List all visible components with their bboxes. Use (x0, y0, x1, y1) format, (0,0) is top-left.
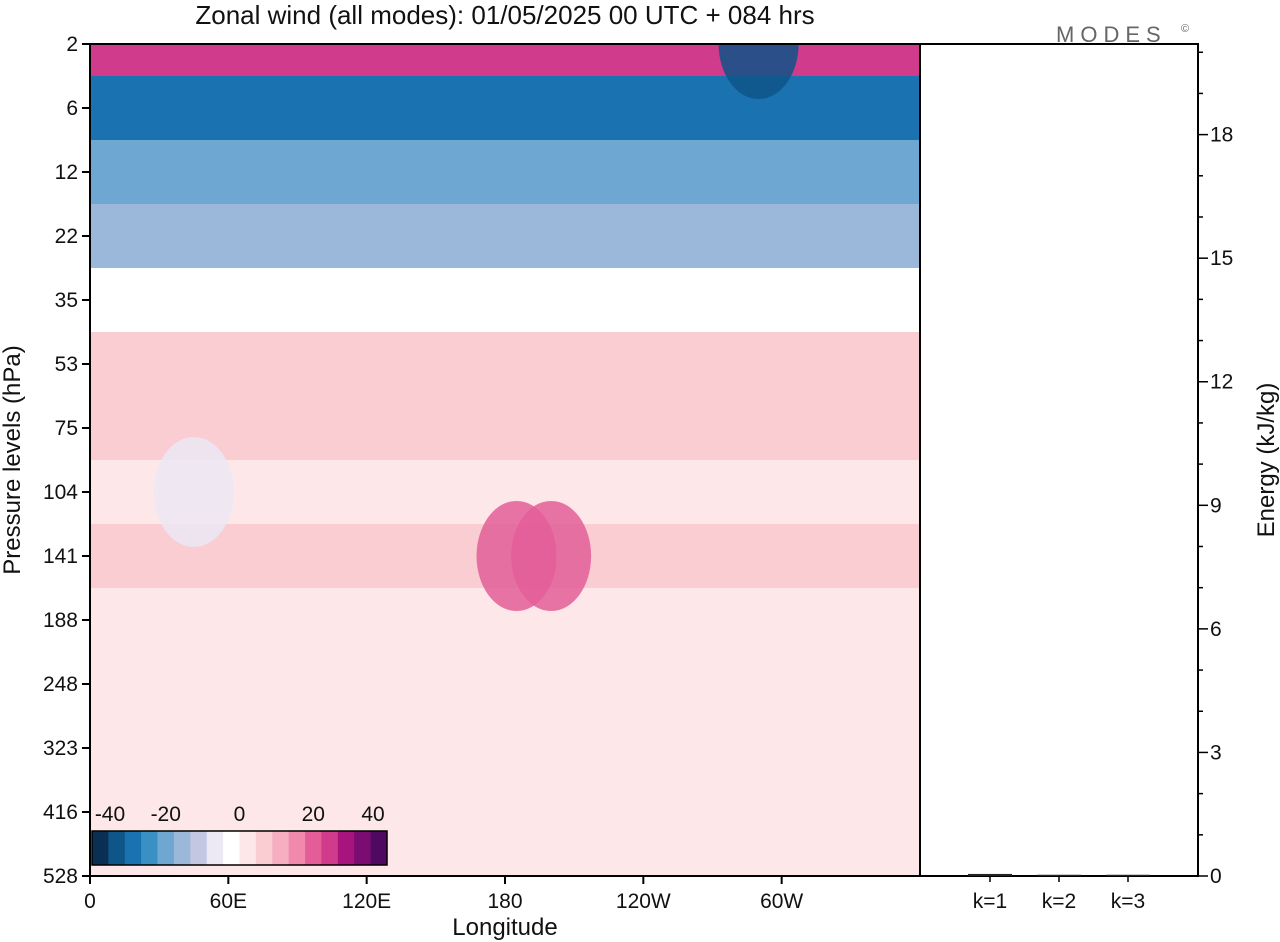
colorbar-swatch (92, 831, 109, 865)
y-tick-label: 75 (55, 417, 78, 440)
heatmap-feature (718, 44, 799, 99)
heatmap-feature (476, 501, 557, 611)
energy-bar (1106, 874, 1150, 876)
colorbar-swatch (321, 831, 339, 865)
colorbar-swatch (141, 831, 158, 865)
heatmap-layer (90, 332, 920, 396)
colorbar-swatch (190, 831, 208, 865)
colorbar-swatch (354, 831, 371, 865)
heatmap-layer (90, 716, 920, 780)
energy-tick-label: 15 (1210, 247, 1233, 270)
heatmap-layer (90, 140, 920, 204)
heatmap-layer (90, 268, 920, 332)
colorbar: -40 -20 0 20 40 (91, 803, 388, 866)
heatmap-layer (90, 204, 920, 268)
energy-tick-label: 0 (1210, 865, 1222, 888)
y-tick-label: 141 (43, 545, 78, 568)
colorbar-swatch (255, 831, 273, 865)
energy-tick-label: 12 (1210, 371, 1233, 394)
colorbar-swatch (288, 831, 306, 865)
x-tick-label: 120E (342, 890, 391, 913)
energy-category-label: k=2 (1042, 890, 1076, 913)
y-tick-label: 188 (43, 609, 78, 632)
energy-bar (1037, 874, 1081, 876)
heatmap-feature (153, 437, 234, 547)
heatmap-plot (90, 44, 920, 876)
colorbar-swatch (124, 831, 142, 865)
y-tick-label: 22 (55, 225, 78, 248)
energy-axis: 0 3 6 9 12 15 18 (1198, 51, 1233, 888)
colorbar-tick-label: 0 (234, 803, 246, 826)
x-axis: 0 60E 120E 180 120W 60W (84, 876, 803, 913)
colorbar-swatch (337, 831, 355, 865)
y-tick-label: 2 (66, 33, 78, 56)
y-tick-label: 104 (43, 481, 78, 504)
y-axis: 2 6 12 22 35 53 75 104 141 188 248 323 416 528 (43, 33, 90, 888)
colorbar-swatch (239, 831, 257, 865)
copyright-mark: © (1181, 23, 1189, 35)
y-tick-label: 6 (66, 97, 78, 120)
y-tick-label: 35 (55, 289, 78, 312)
colorbar-swatch (206, 831, 224, 865)
y-tick-label: 416 (43, 801, 78, 824)
heatmap-layer (90, 396, 920, 460)
energy-axis-label: Energy (kJ/kg) (1253, 383, 1280, 538)
energy-tick-label: 9 (1210, 494, 1222, 517)
x-tick-label: 180 (487, 890, 522, 913)
energy-category-label: k=3 (1111, 890, 1145, 913)
y-tick-label: 528 (43, 865, 78, 888)
colorbar-tick-label: -40 (95, 803, 125, 826)
energy-category-label: k=1 (973, 890, 1007, 913)
energy-bar (968, 873, 1012, 876)
y-axis-label: Pressure levels (hPa) (0, 345, 26, 574)
colorbar-swatch (157, 831, 175, 865)
y-tick-label: 248 (43, 673, 78, 696)
colorbar-tick-label: 20 (302, 803, 325, 826)
colorbar-tick-label: -20 (151, 803, 181, 826)
colorbar-swatch (108, 831, 126, 865)
x-tick-label: 60W (760, 890, 803, 913)
colorbar-swatch (223, 831, 240, 865)
colorbar-tick-label: 40 (361, 803, 384, 826)
x-tick-label: 120W (616, 890, 671, 913)
colorbar-swatch (272, 831, 289, 865)
colorbar-swatch (305, 831, 322, 865)
energy-tick-label: 6 (1210, 618, 1222, 641)
energy-tick-label: 18 (1210, 124, 1233, 147)
colorbar-swatch (370, 831, 388, 865)
heatmap-layer (90, 76, 920, 140)
y-tick-label: 323 (43, 737, 78, 760)
colorbar-frame (91, 830, 388, 866)
heatmap-layer (90, 652, 920, 716)
x-axis-label: Longitude (452, 914, 557, 941)
chart-title: Zonal wind (all modes): 01/05/2025 00 UT… (195, 0, 814, 30)
colorbar-swatch (173, 831, 191, 865)
y-tick-label: 53 (55, 353, 78, 376)
energy-tick-label: 3 (1210, 741, 1222, 764)
modes-logo: MODES (1056, 22, 1167, 47)
energy-panel-frame (919, 43, 1199, 877)
energy-bars: k=1 k=2 k=3 (968, 873, 1150, 913)
x-tick-label: 60E (210, 890, 247, 913)
x-tick-label: 0 (84, 890, 96, 913)
y-tick-label: 12 (55, 161, 78, 184)
